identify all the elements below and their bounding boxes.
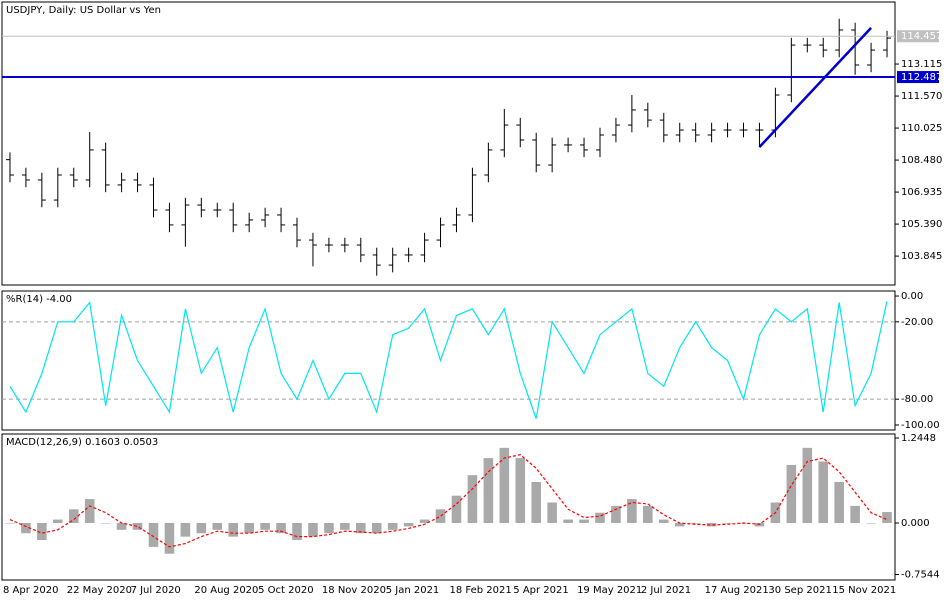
histogram-bar (435, 509, 446, 523)
y-tick-label: 0.00 (901, 291, 923, 302)
histogram-bar (212, 522, 223, 530)
signal-line (9, 454, 888, 548)
hline-label-box (897, 71, 939, 84)
histogram-bar (706, 522, 717, 527)
histogram-bar (786, 464, 797, 523)
trendline (758, 27, 872, 148)
y-tick-label: 111.570 (901, 91, 942, 102)
price-label-box (897, 30, 939, 43)
histogram-bar (132, 522, 143, 530)
histogram-bar (116, 522, 127, 530)
histogram-bar (164, 522, 175, 554)
macd-panel (1, 433, 896, 581)
histogram-bar (68, 509, 79, 523)
y-tick-label: -80.00 (901, 394, 933, 405)
x-tick-label: 5 Jan 2021 (386, 585, 440, 596)
y-tick-label: -100.00 (901, 420, 940, 431)
x-tick-label: 22 May 2020 (67, 585, 132, 596)
x-tick-label: 18 Feb 2021 (450, 585, 512, 596)
y-tick-label: -20.00 (901, 317, 933, 328)
histogram-bar (690, 522, 701, 524)
histogram-bar (260, 522, 270, 530)
wpr-line (9, 301, 888, 419)
hline-label: 112.487 (901, 72, 942, 83)
wpr-panel (1, 290, 896, 431)
x-tick-label: 20 Aug 2020 (194, 585, 258, 596)
x-tick-label: 17 Aug 2021 (705, 585, 769, 596)
histogram-bar (674, 522, 685, 527)
histogram-bar (419, 519, 430, 523)
histogram-bar (802, 447, 813, 523)
y-tick-label: 108.480 (901, 155, 942, 166)
histogram-bar (324, 522, 334, 534)
histogram-bar (403, 522, 414, 527)
x-tick-label: 30 Sep 2021 (768, 585, 831, 596)
macd-title: MACD(12,26,9) 0.1603 0.0503 (6, 437, 158, 448)
histogram-bar (563, 519, 573, 523)
y-tick-label: 1.2448 (901, 433, 936, 444)
histogram-bar (356, 522, 366, 534)
x-tick-label: 5 Apr 2021 (513, 585, 568, 596)
histogram-bar (547, 502, 557, 523)
chart-title: USDJPY, Daily: US Dollar vs Yen (6, 5, 161, 16)
histogram-bar (611, 505, 621, 523)
histogram-bar (483, 458, 494, 523)
histogram-bar (371, 522, 382, 534)
price-panel (1, 1, 896, 286)
y-tick-label: 110.025 (901, 123, 942, 134)
y-tick-label: 113.115 (901, 59, 942, 70)
histogram-bar (451, 495, 462, 523)
histogram-bar (148, 522, 159, 547)
histogram-bar (276, 522, 286, 534)
histogram-bar (21, 522, 31, 534)
y-tick-label: 0.000 (901, 518, 930, 529)
histogram-bar (5, 522, 15, 524)
histogram-bar (643, 505, 653, 523)
histogram-bar (515, 458, 526, 523)
histogram-bar (627, 499, 637, 523)
x-tick-label: 18 Nov 2020 (322, 585, 386, 596)
y-tick-label: 106.935 (901, 187, 942, 198)
x-tick-label: 2 Jul 2021 (641, 585, 691, 596)
histogram-bar (387, 522, 398, 530)
y-tick-label: -0.7544 (901, 569, 940, 580)
histogram-bar (850, 505, 860, 523)
histogram-bar (834, 482, 844, 523)
x-tick-label: 15 Nov 2021 (832, 585, 896, 596)
y-tick-label: 105.390 (901, 219, 942, 230)
histogram-bar (340, 522, 350, 530)
price-label: 114.457 (901, 31, 942, 42)
histogram-bar (531, 482, 541, 523)
histogram-bar (180, 522, 191, 537)
histogram-bar (100, 522, 111, 524)
x-tick-label: 7 Jul 2020 (131, 585, 181, 596)
histogram-bar (818, 461, 829, 523)
histogram-bar (292, 522, 302, 541)
histogram-bar (658, 519, 669, 523)
histogram-bar (499, 447, 510, 523)
histogram-bar (84, 499, 95, 523)
y-tick-label: 103.845 (901, 251, 942, 262)
wpr-title: %R(14) -4.00 (6, 294, 72, 305)
x-tick-label: 8 Apr 2020 (3, 585, 58, 596)
histogram-bar (467, 475, 478, 523)
x-tick-label: 19 May 2021 (577, 585, 642, 596)
histogram-bar (308, 522, 318, 537)
histogram-bar (228, 522, 239, 537)
histogram-bar (196, 522, 207, 534)
histogram-bar (866, 522, 876, 524)
histogram-bar (37, 522, 47, 541)
histogram-bar (882, 512, 892, 523)
histogram-bar (579, 519, 589, 523)
histogram-bar (595, 512, 605, 523)
histogram-bar (53, 519, 63, 523)
histogram-bar (244, 522, 254, 534)
x-tick-label: 5 Oct 2020 (258, 585, 313, 596)
histogram-bar (722, 522, 733, 524)
